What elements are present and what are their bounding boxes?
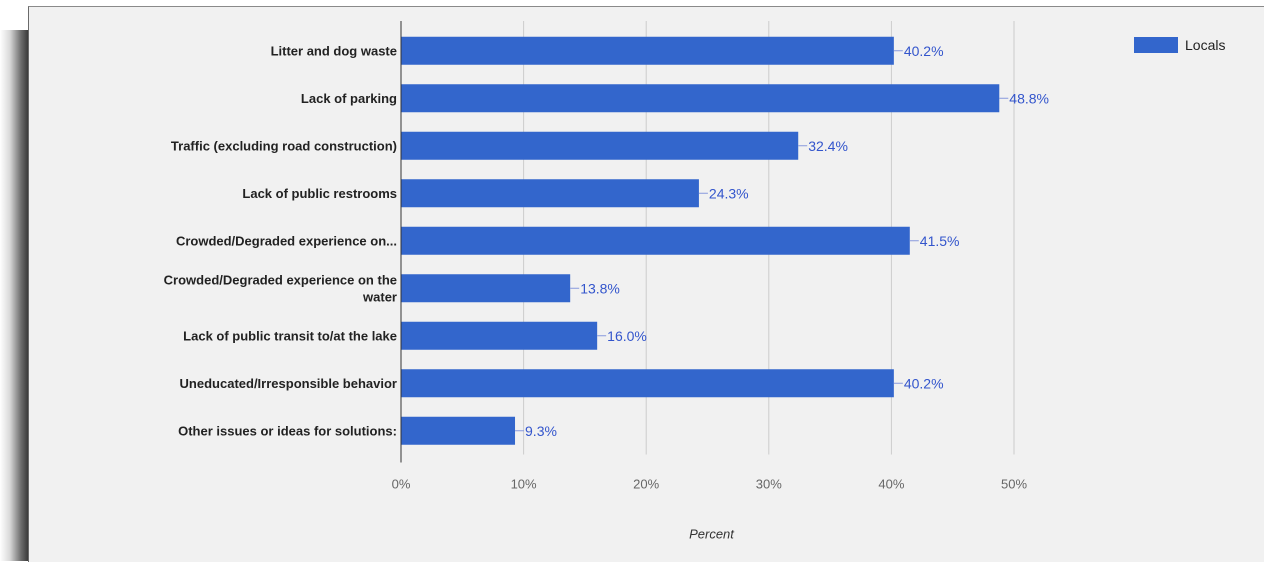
bar[interactable] (401, 226, 910, 255)
x-tick-label: 20% (633, 477, 659, 492)
x-tick-labels: 0% 10% 20% 30% 40% 50% (392, 477, 1028, 492)
value-label: 9.3% (525, 423, 557, 439)
bar[interactable] (401, 274, 571, 303)
category-label: Lack of public transit to/at the lake (183, 328, 397, 343)
category-label: Crowded/Degraded experience on... (176, 233, 397, 248)
bars (401, 36, 1000, 445)
value-label: 13.8% (580, 280, 620, 296)
bar[interactable] (401, 179, 699, 208)
category-label: Lack of parking (301, 91, 397, 106)
bar[interactable] (401, 416, 516, 445)
legend-swatch-locals (1134, 37, 1178, 53)
category-label: Crowded/Degraded experience on the water (164, 272, 397, 304)
category-labels: Litter and dog waste Lack of parking Traff… (164, 43, 397, 438)
value-labels: 40.2% 48.8% 32.4% 24.3% 41.5% 13.8% 16.0% 40.2%… (515, 43, 1049, 439)
value-label: 32.4% (808, 138, 848, 154)
value-label: 40.2% (904, 375, 944, 391)
x-tick-label: 10% (511, 477, 537, 492)
x-tick-label: 0% (392, 477, 411, 492)
category-label: Traffic (excluding road construction) (171, 138, 397, 153)
legend-label-locals: Locals (1185, 37, 1225, 53)
bar[interactable] (401, 321, 598, 350)
x-tick-label: 50% (1001, 477, 1027, 492)
value-label: 24.3% (709, 185, 749, 201)
category-label: Other issues or ideas for solutions: (178, 423, 397, 438)
bar[interactable] (401, 84, 1000, 113)
value-label: 41.5% (920, 233, 960, 249)
bar[interactable] (401, 131, 799, 160)
category-label: Litter and dog waste (271, 43, 397, 58)
x-tick-label: 40% (878, 477, 904, 492)
bar[interactable] (401, 369, 894, 398)
x-axis-title: Percent (689, 527, 735, 542)
value-label: 48.8% (1009, 90, 1049, 106)
bar[interactable] (401, 36, 894, 65)
category-label: Uneducated/Irresponsible behavior (180, 376, 397, 391)
bar-chart: Litter and dog waste Lack of parking Traff… (164, 21, 1225, 542)
value-label: 40.2% (904, 43, 944, 59)
category-label: Lack of public restrooms (242, 186, 397, 201)
legend[interactable]: Locals (1134, 37, 1225, 53)
value-label: 16.0% (607, 328, 647, 344)
chart-panel: Litter and dog waste Lack of parking Traff… (28, 6, 1264, 562)
x-tick-label: 30% (756, 477, 782, 492)
shadow-edge (0, 30, 28, 561)
